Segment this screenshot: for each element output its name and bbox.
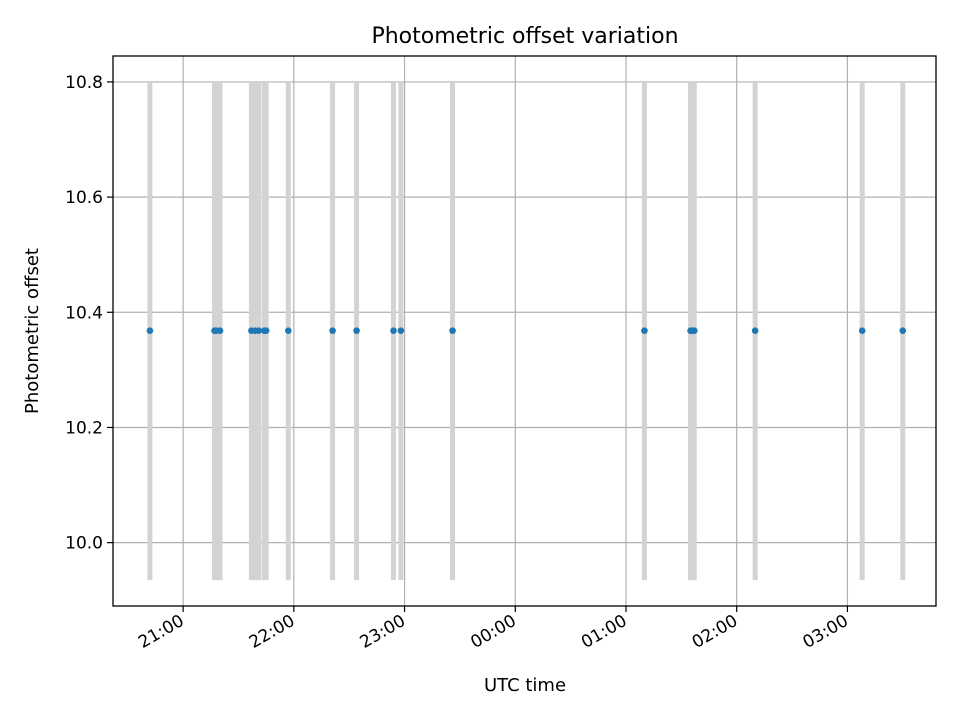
data-point xyxy=(353,327,360,335)
data-point xyxy=(216,327,224,335)
y-tick-label: 10.2 xyxy=(65,418,103,438)
plot-frame xyxy=(112,55,937,607)
data-point xyxy=(255,327,263,335)
data-point xyxy=(899,327,907,335)
y-tick-label: 10.6 xyxy=(65,188,103,208)
chart-title: Photometric offset variation xyxy=(371,24,678,49)
x-axis-label: UTC time xyxy=(484,675,566,696)
data-point xyxy=(397,327,405,335)
data-point xyxy=(146,327,154,335)
data-point xyxy=(641,327,648,335)
y-tick-label: 10.4 xyxy=(65,303,103,323)
data-point xyxy=(751,327,759,335)
data-point xyxy=(390,327,397,335)
data-point xyxy=(329,327,336,335)
data-point xyxy=(285,327,292,335)
data-point xyxy=(449,327,456,335)
data-point xyxy=(262,327,270,335)
y-axis-ticks: 10.0 10.2 10.4 10.6 10.8 xyxy=(65,73,113,554)
y-tick-label: 10.0 xyxy=(65,534,103,554)
data-point xyxy=(690,327,698,335)
data-points xyxy=(146,327,907,335)
y-axis-label: Photometric offset xyxy=(22,248,43,414)
data-point xyxy=(858,327,866,335)
y-tick-label: 10.8 xyxy=(65,73,103,93)
